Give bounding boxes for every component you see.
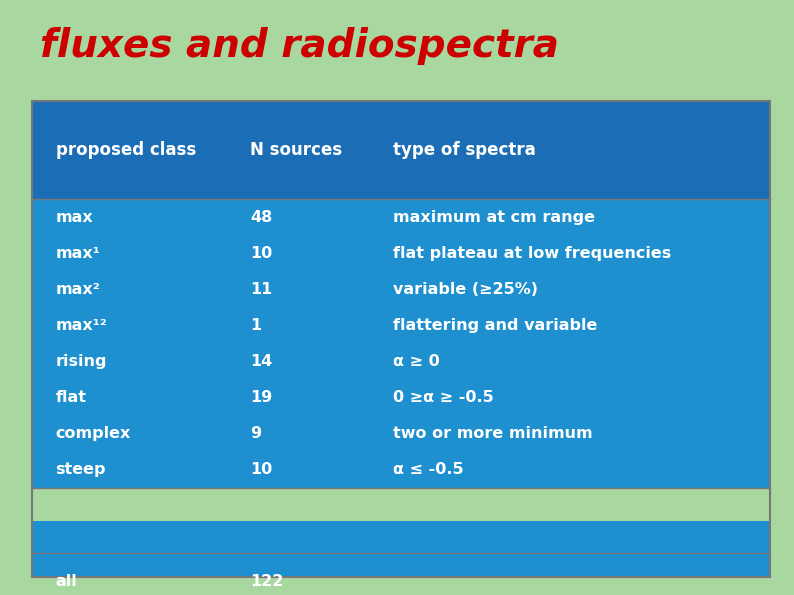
Bar [32,521,770,553]
Bar [32,101,770,577]
Bar [32,101,770,199]
Bar [32,521,770,577]
Text: max²: max² [56,282,100,297]
Text: fluxes and radiospectra: fluxes and radiospectra [40,27,559,65]
Text: 9: 9 [250,426,261,441]
Text: flat: flat [56,390,87,405]
Text: 11: 11 [250,282,272,297]
Text: flat plateau at low frequencies: flat plateau at low frequencies [393,246,671,261]
Text: α ≤ -0.5: α ≤ -0.5 [393,462,464,477]
Bar [32,199,770,488]
Text: max: max [56,210,94,225]
Text: max¹²: max¹² [56,318,107,333]
Text: maximum at cm range: maximum at cm range [393,210,595,225]
Text: two or more minimum: two or more minimum [393,426,592,441]
Text: steep: steep [56,462,106,477]
Text: 122: 122 [250,574,283,589]
Text: 10: 10 [250,246,272,261]
Text: 1: 1 [250,318,261,333]
Text: 48: 48 [250,210,272,225]
Text: flattering and variable: flattering and variable [393,318,597,333]
Text: all: all [56,574,77,589]
Text: N sources: N sources [250,141,342,159]
Text: proposed class: proposed class [56,141,196,159]
Text: max¹: max¹ [56,246,100,261]
Text: 10: 10 [250,462,272,477]
Text: rising: rising [56,354,107,369]
Text: complex: complex [56,426,131,441]
Text: type of spectra: type of spectra [393,141,536,159]
Text: variable (≥25%): variable (≥25%) [393,282,538,297]
Text: 19: 19 [250,390,272,405]
Text: α ≥ 0: α ≥ 0 [393,354,440,369]
Text: 0 ≥α ≥ -0.5: 0 ≥α ≥ -0.5 [393,390,494,405]
Text: 14: 14 [250,354,272,369]
